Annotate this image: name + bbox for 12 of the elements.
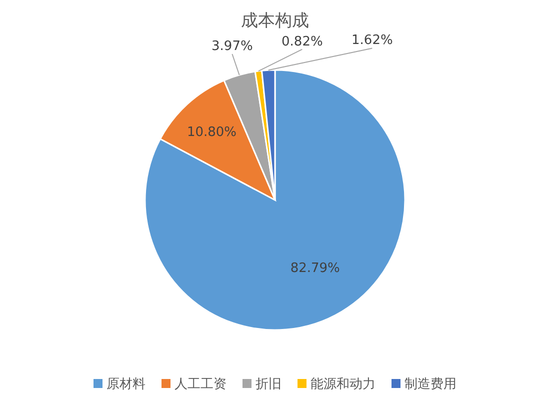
legend-label: 原材料: [106, 377, 146, 392]
legend-label: 制造费用: [404, 377, 456, 392]
legend-label: 人工工资: [174, 377, 226, 392]
legend-label: 能源和动力: [310, 377, 376, 392]
legend-label: 折旧: [256, 377, 282, 392]
pie-slice: [144, 69, 406, 331]
data-label: 1.62%: [352, 33, 393, 48]
chart-title: 成本构成: [241, 11, 309, 31]
data-label: 0.82%: [282, 34, 323, 50]
data-label: 82.79%: [290, 260, 340, 276]
data-label: 3.97%: [212, 38, 253, 54]
data-label: 10.80%: [186, 125, 237, 140]
